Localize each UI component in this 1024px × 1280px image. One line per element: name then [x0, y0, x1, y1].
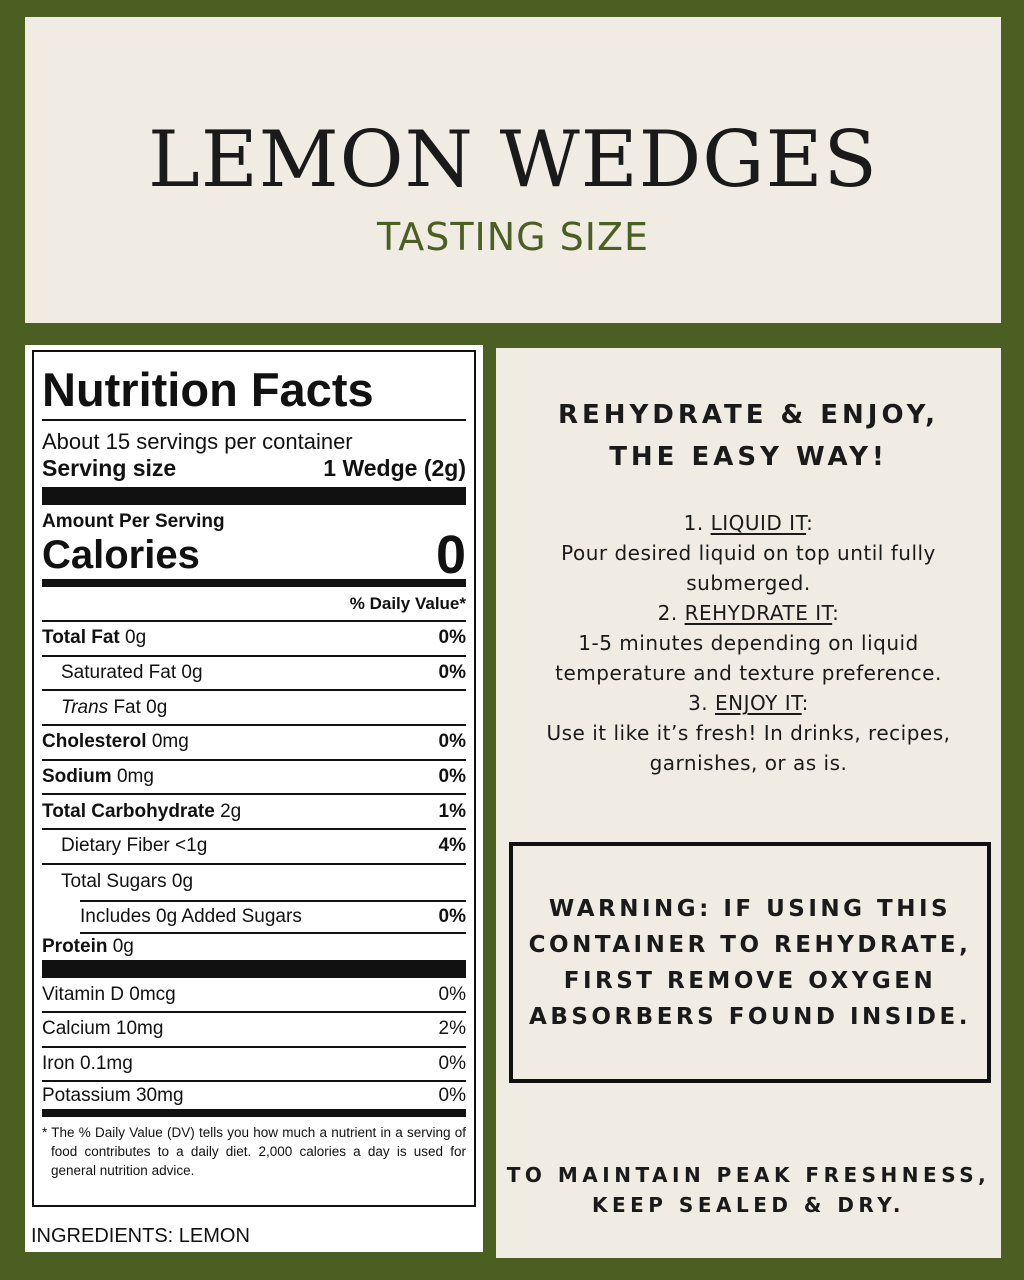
product-subtitle: TASTING SIZE [25, 215, 1001, 259]
nutrient-row: Total Fat 0g 0% [42, 622, 466, 657]
vitamin-row: Potassium 30mg 0% [42, 1082, 466, 1117]
vitamin-label: Iron 0.1mg [42, 1053, 133, 1075]
storage-line: TO MAINTAIN PEAK FRESHNESS, [496, 1160, 1001, 1190]
nutrient-amount: 0g [172, 871, 193, 892]
nutrient-row: Includes 0g Added Sugars 0% [80, 900, 466, 935]
nutrient-name: Total Sugars [61, 871, 167, 892]
nutrition-facts-label: Nutrition Facts About 15 servings per co… [32, 350, 476, 1207]
step-number: 3. [688, 691, 708, 715]
heading-line: REHYDRATE & ENJOY, [496, 394, 1001, 436]
step-text: 1-5 minutes depending on liquid temperat… [496, 628, 1001, 688]
nutrient-name: Trans [61, 697, 108, 718]
vitamin-dv: 2% [439, 1018, 466, 1040]
nutrient-row: Sodium 0mg 0% [42, 761, 466, 796]
vitamin-row: Vitamin D 0mcg 0% [42, 978, 466, 1013]
daily-value-footnote: * The % Daily Value (DV) tells you how m… [42, 1123, 466, 1180]
ingredients: INGREDIENTS: LEMON [31, 1225, 250, 1248]
nutrient-dv: 0% [439, 731, 466, 753]
nutrient-row: Total Sugars 0g [42, 865, 466, 900]
vitamin-label: Vitamin D 0mcg [42, 984, 176, 1006]
nutrient-name: Cholesterol [42, 731, 147, 752]
warning-text: WARNING: IF USING THIS CONTAINER TO REHY… [513, 891, 987, 1035]
nutrient-amount: 2g [220, 801, 241, 822]
step-title: 2. REHYDRATE IT: [496, 598, 1001, 628]
nutrient-row: Total Carbohydrate 2g 1% [42, 795, 466, 830]
step-number: 2. [658, 601, 678, 625]
nutrient-amount: 0g [125, 627, 146, 648]
instructions-panel: REHYDRATE & ENJOY,THE EASY WAY! 1. LIQUI… [496, 348, 1001, 1258]
nutrient-amount: 0mg [152, 731, 189, 752]
vitamin-dv: 0% [439, 984, 466, 1006]
nutrition-title: Nutrition Facts [42, 366, 466, 421]
product-title: LEMON WEDGES [25, 121, 1001, 199]
storage-line: KEEP SEALED & DRY. [496, 1190, 1001, 1220]
nutrient-amount: <1g [175, 835, 207, 856]
nutrient-dv: 0% [439, 662, 466, 684]
instructions-heading: REHYDRATE & ENJOY,THE EASY WAY! [496, 394, 1001, 478]
step-text: Pour desired liquid on top until fully s… [496, 538, 1001, 598]
step-title-text: REHYDRATE IT [685, 601, 833, 625]
nutrient-amount: 0g [113, 936, 134, 957]
nutrient-name: Includes 0g Added Sugars [80, 906, 302, 928]
vitamin-label: Calcium 10mg [42, 1018, 163, 1040]
calories: Calories 0 [42, 533, 466, 587]
serving-size: Serving size 1 Wedge (2g) [42, 455, 466, 505]
step-title: 3. ENJOY IT: [496, 688, 1001, 718]
nutrient-amount: 0g [181, 662, 202, 683]
header-panel: LEMON WEDGES TASTING SIZE [25, 17, 1001, 323]
step-number: 1. [684, 511, 704, 535]
nutrient-name: Sodium [42, 766, 112, 787]
nutrient-name: Total Carbohydrate [42, 801, 215, 822]
vitamin-dv: 0% [439, 1085, 466, 1107]
nutrient-dv: 0% [439, 627, 466, 649]
nutrient-row: Saturated Fat 0g 0% [42, 657, 466, 692]
nutrient-row: Trans Fat 0g [42, 691, 466, 726]
nutrient-name: Saturated Fat [61, 662, 176, 683]
serving-size-label: Serving size [42, 455, 176, 481]
calories-value: 0 [436, 533, 466, 577]
nutrient-row: Dietary Fiber <1g 4% [42, 830, 466, 865]
nutrient-name: Dietary Fiber [61, 835, 170, 856]
vitamin-row: Iron 0.1mg 0% [42, 1048, 466, 1083]
nutrition-panel: Nutrition Facts About 15 servings per co… [25, 345, 483, 1252]
vitamin-row: Calcium 10mg 2% [42, 1013, 466, 1048]
step-text: Use it like it’s fresh! In drinks, recip… [496, 718, 1001, 778]
vitamin-label: Potassium 30mg [42, 1085, 184, 1107]
heading-line: THE EASY WAY! [496, 436, 1001, 478]
calories-label: Calories [42, 533, 200, 577]
warning-box: WARNING: IF USING THIS CONTAINER TO REHY… [509, 842, 991, 1083]
serving-size-value: 1 Wedge (2g) [323, 455, 466, 481]
nutrient-row: Protein 0g [42, 934, 466, 978]
step-title: 1. LIQUID IT: [496, 508, 1001, 538]
steps-list: 1. LIQUID IT: Pour desired liquid on top… [496, 508, 1001, 778]
nutrient-dv: 0% [439, 766, 466, 788]
step-title-text: ENJOY IT [715, 691, 802, 715]
daily-value-header: % Daily Value* [42, 587, 466, 622]
nutrient-name: Total Fat [42, 627, 120, 648]
vitamin-dv: 0% [439, 1053, 466, 1075]
nutrient-row: Cholesterol 0mg 0% [42, 726, 466, 761]
nutrient-name: Protein [42, 936, 107, 957]
nutrient-dv: 0% [439, 906, 466, 928]
servings-per-container: About 15 servings per container [42, 429, 466, 455]
nutrient-dv: 4% [439, 835, 466, 857]
amount-per-serving: Amount Per Serving [42, 511, 466, 533]
storage-note: TO MAINTAIN PEAK FRESHNESS,KEEP SEALED &… [496, 1160, 1001, 1220]
step-title-text: LIQUID IT [711, 511, 807, 535]
nutrient-amount: 0mg [117, 766, 154, 787]
nutrient-dv: 1% [439, 801, 466, 823]
nutrient-amount: Fat 0g [113, 697, 167, 718]
